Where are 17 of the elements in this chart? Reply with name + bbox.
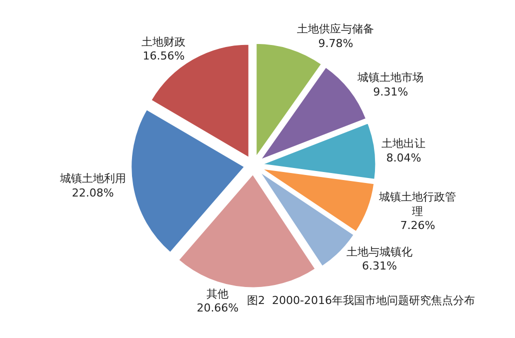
slice-label: 其他 [206, 287, 229, 300]
data-label: 8.04% [386, 151, 422, 164]
data-label: 7.26% [400, 219, 436, 232]
caption: 图2 2000-2016年我国市地问题研究焦点分布 [247, 294, 475, 307]
data-label: 9.31% [373, 85, 408, 98]
slice-label: 城镇土地行政管理 [378, 190, 456, 218]
data-label: 9.78% [318, 36, 354, 50]
slice-label: 土地出让 [382, 137, 426, 150]
slice-label: 土地与城镇化 [346, 245, 412, 258]
slice-label: 城镇土地市场 [356, 71, 424, 84]
data-label: 20.66% [196, 302, 239, 315]
slice-label: 土地财政 [142, 35, 186, 48]
slice-label: 城镇土地利用 [58, 172, 126, 185]
slice-label: 土地供应与储备 [297, 22, 374, 36]
data-label: 6.31% [362, 260, 397, 273]
data-label: 16.56% [142, 50, 185, 63]
data-label: 22.08% [72, 186, 114, 200]
